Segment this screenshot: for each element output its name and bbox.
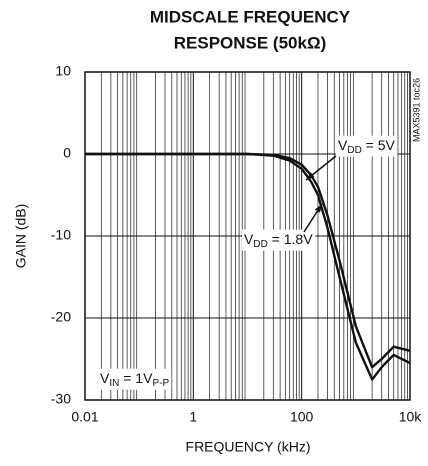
note-label-part: = 1V [119, 370, 153, 386]
x-axis-label: FREQUENCY (kHz) [186, 439, 311, 455]
series-label: VDD = 1.8V [244, 231, 313, 250]
note-label-part: IN [109, 378, 119, 389]
y-tick-label: -10 [51, 227, 71, 243]
note-label: VIN = 1VP-P [100, 370, 169, 389]
series-label: VDD = 5V [338, 137, 396, 156]
label-background [336, 135, 398, 157]
plot-frame [84, 71, 411, 401]
x-tick-label: 100 [290, 409, 314, 425]
side-note: MAX5391 toc26 [411, 78, 421, 142]
series-label-part: = 1.8V [268, 231, 313, 247]
label-background [98, 368, 172, 390]
series-label-part: = 5V [362, 137, 396, 153]
series-label-part: V [244, 231, 254, 247]
chart-title: MIDSCALE FREQUENCY [150, 7, 351, 26]
line-series [85, 152, 411, 381]
series-label-part: DD [253, 239, 267, 250]
chart-title: RESPONSE (50kΩ) [174, 33, 327, 52]
note-label-part: V [100, 370, 110, 386]
series-label-group: VDD = 1.8V [242, 229, 316, 251]
y-axis-label: GAIN (dB) [13, 204, 29, 269]
arrow-head [306, 172, 315, 180]
x-tick-label: 10k [399, 409, 423, 425]
note-label-group: VIN = 1VP-P [98, 368, 172, 390]
y-tick-label: -20 [51, 309, 71, 325]
arrow-head [314, 204, 322, 213]
x-tick-label: 0.01 [71, 409, 98, 425]
y-tick-label: 10 [55, 63, 71, 79]
series-label-group: VDD = 5V [336, 135, 398, 157]
x-tick-label: 1 [189, 409, 197, 425]
y-tick-label: 0 [63, 145, 71, 161]
series-label-part: V [338, 137, 348, 153]
label-background [242, 229, 316, 251]
note-label-part: P-P [152, 378, 169, 389]
y-tick-label: -30 [51, 391, 71, 407]
series-label-part: DD [347, 145, 361, 156]
